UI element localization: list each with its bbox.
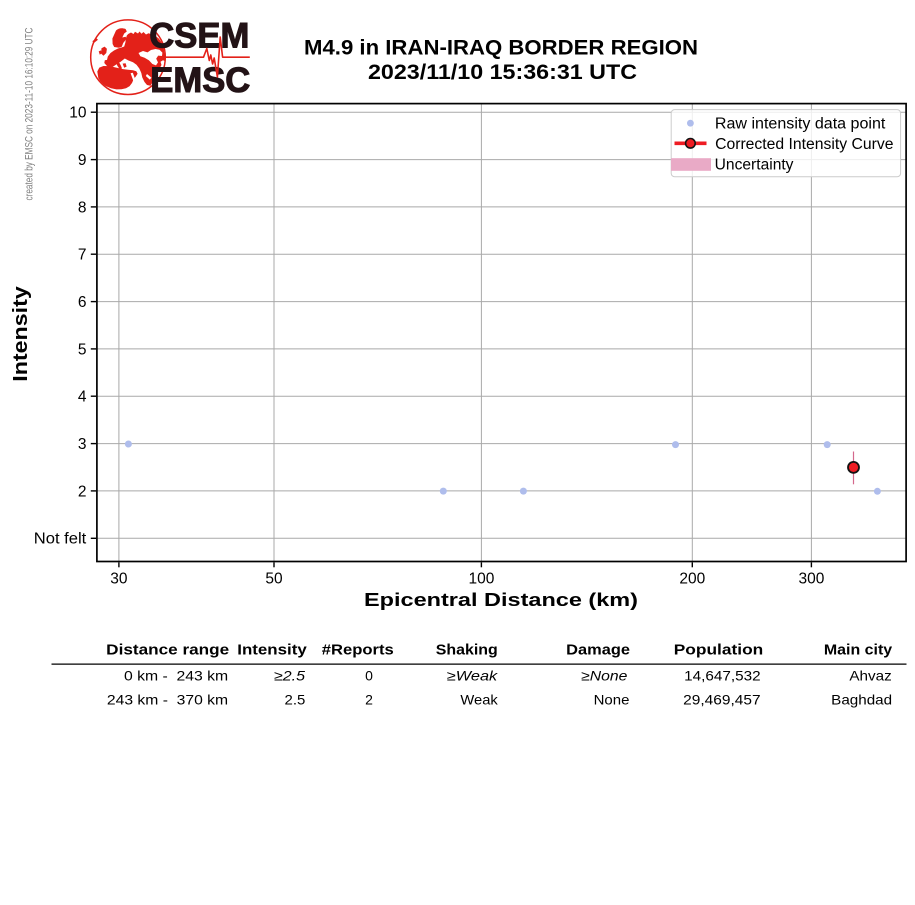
svg-text:Raw intensity data point: Raw intensity data point bbox=[715, 116, 886, 133]
svg-text:9: 9 bbox=[78, 152, 87, 169]
svg-text:0 km - 243 km: 0 km - 243 km bbox=[124, 667, 228, 683]
svg-text:M4.9 in IRAN-IRAQ BORDER REGIO: M4.9 in IRAN-IRAQ BORDER REGION bbox=[304, 37, 698, 60]
svg-text:Ahvaz: Ahvaz bbox=[849, 667, 891, 683]
svg-text:243 km - 370 km: 243 km - 370 km bbox=[107, 691, 228, 707]
svg-text:Uncertainty: Uncertainty bbox=[715, 156, 794, 173]
svg-text:300: 300 bbox=[798, 570, 824, 587]
svg-text:Distance range: Distance range bbox=[106, 642, 229, 658]
svg-text:10: 10 bbox=[69, 105, 87, 122]
svg-text:Population: Population bbox=[674, 642, 764, 658]
svg-text:2023/11/10 15:36:31 UTC: 2023/11/10 15:36:31 UTC bbox=[368, 61, 637, 84]
svg-text:≥Weak: ≥Weak bbox=[447, 667, 499, 683]
svg-text:8: 8 bbox=[78, 199, 87, 216]
svg-text:Intensity: Intensity bbox=[237, 642, 307, 658]
svg-text:5: 5 bbox=[78, 341, 87, 358]
svg-text:6: 6 bbox=[78, 294, 87, 311]
svg-text:Corrected Intensity Curve: Corrected Intensity Curve bbox=[715, 136, 893, 153]
svg-text:Damage: Damage bbox=[566, 642, 630, 658]
svg-text:Baghdad: Baghdad bbox=[831, 691, 892, 707]
svg-text:Main city: Main city bbox=[824, 642, 892, 658]
svg-text:None: None bbox=[594, 691, 630, 707]
svg-text:≥2.5: ≥2.5 bbox=[274, 667, 305, 683]
svg-text:CSEM: CSEM bbox=[149, 15, 249, 55]
svg-text:Not felt: Not felt bbox=[34, 531, 87, 548]
svg-text:Shaking: Shaking bbox=[436, 642, 498, 658]
svg-text:14,647,532: 14,647,532 bbox=[684, 667, 761, 683]
svg-text:29,469,457: 29,469,457 bbox=[683, 691, 761, 707]
svg-text:≥None: ≥None bbox=[581, 667, 627, 683]
svg-text:Weak: Weak bbox=[460, 691, 498, 707]
svg-text:Intensity: Intensity bbox=[9, 286, 32, 382]
svg-text:3: 3 bbox=[78, 436, 87, 453]
svg-text:Epicentral Distance (km): Epicentral Distance (km) bbox=[364, 589, 638, 610]
svg-text:2: 2 bbox=[78, 483, 87, 500]
svg-text:EMSC: EMSC bbox=[150, 60, 250, 100]
svg-text:30: 30 bbox=[110, 570, 128, 587]
svg-text:#Reports: #Reports bbox=[322, 642, 394, 658]
svg-text:4: 4 bbox=[78, 389, 87, 406]
svg-text:50: 50 bbox=[265, 570, 283, 587]
svg-text:7: 7 bbox=[78, 247, 87, 264]
svg-text:created by EMSC on 2023-11-10: created by EMSC on 2023-11-10 16:10:29 U… bbox=[23, 27, 35, 200]
svg-text:2.5: 2.5 bbox=[285, 691, 306, 707]
svg-text:0: 0 bbox=[365, 667, 373, 683]
svg-text:200: 200 bbox=[679, 570, 705, 587]
svg-text:100: 100 bbox=[468, 570, 494, 587]
svg-text:2: 2 bbox=[365, 691, 373, 707]
